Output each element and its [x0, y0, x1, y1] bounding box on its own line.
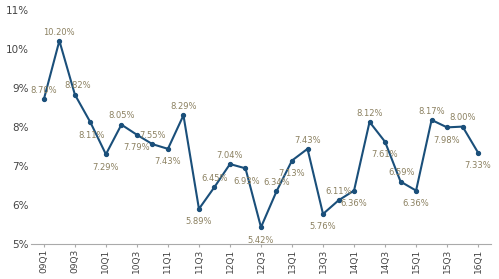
Text: 8.29%: 8.29% — [170, 102, 197, 111]
Text: 10.20%: 10.20% — [43, 28, 75, 37]
Text: 8.00%: 8.00% — [450, 114, 476, 122]
Text: 7.98%: 7.98% — [434, 136, 461, 145]
Text: 7.61%: 7.61% — [372, 150, 398, 159]
Text: 8.12%: 8.12% — [356, 109, 383, 118]
Text: 6.36%: 6.36% — [341, 199, 367, 208]
Text: 7.13%: 7.13% — [279, 169, 305, 178]
Text: 6.59%: 6.59% — [389, 169, 415, 177]
Text: 6.34%: 6.34% — [263, 178, 290, 187]
Text: 7.29%: 7.29% — [93, 163, 119, 172]
Text: 7.43%: 7.43% — [294, 136, 321, 145]
Text: 6.45%: 6.45% — [201, 174, 228, 183]
Text: 5.76%: 5.76% — [310, 222, 336, 231]
Text: 8.82%: 8.82% — [64, 81, 91, 90]
Text: 7.33%: 7.33% — [465, 161, 492, 170]
Text: 6.36%: 6.36% — [403, 199, 430, 208]
Text: 8.17%: 8.17% — [418, 107, 445, 116]
Text: 5.42%: 5.42% — [248, 235, 274, 245]
Text: 8.11%: 8.11% — [78, 131, 105, 140]
Text: 6.93%: 6.93% — [234, 177, 260, 186]
Text: 5.89%: 5.89% — [186, 217, 212, 226]
Text: 8.70%: 8.70% — [30, 86, 57, 95]
Text: 7.04%: 7.04% — [217, 151, 243, 160]
Text: 6.11%: 6.11% — [325, 187, 352, 196]
Text: 7.79%: 7.79% — [124, 143, 150, 152]
Text: 7.55%: 7.55% — [139, 131, 166, 140]
Text: 8.05%: 8.05% — [108, 112, 135, 121]
Text: 7.43%: 7.43% — [155, 157, 181, 166]
